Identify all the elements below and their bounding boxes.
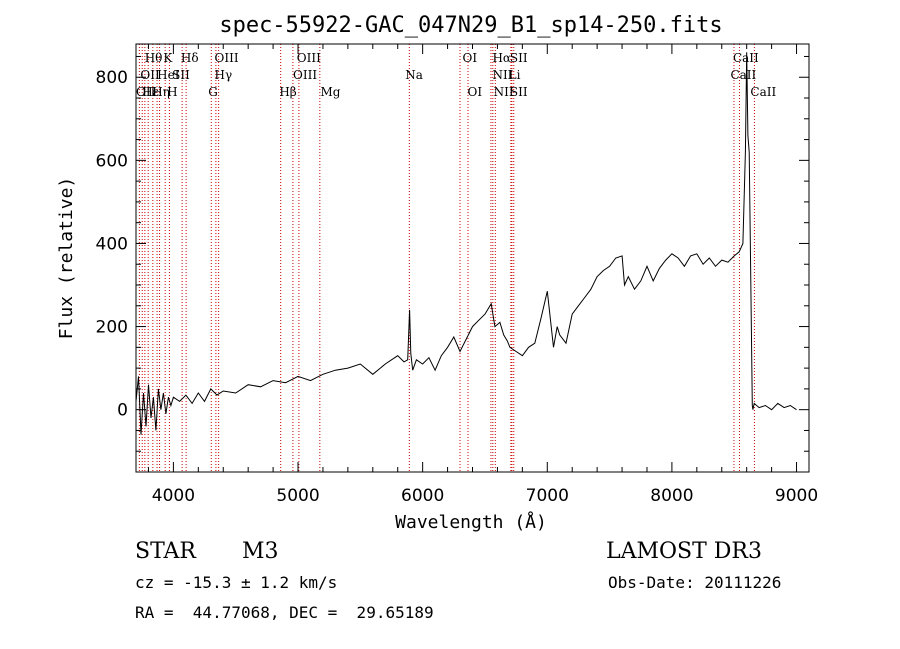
marker-label: Hβ	[279, 85, 296, 99]
x-tick-label: 8000	[650, 486, 693, 506]
coordinates: RA = 44.77068, DEC = 29.65189	[135, 603, 434, 622]
marker-label: Hα	[492, 51, 511, 65]
marker-label: K	[163, 51, 173, 65]
chart-title: spec-55922-GAC_047N29_B1_sp14-250.fits	[219, 13, 722, 38]
x-tick-label: 4000	[152, 486, 195, 506]
redshift-value: cz = -15.3 ± 1.2 km/s	[135, 573, 338, 592]
marker-label: Hη	[152, 85, 170, 99]
marker-label: NII	[494, 85, 514, 99]
marker-label: SII	[172, 68, 190, 82]
survey-name: LAMOST DR3	[606, 539, 762, 564]
x-tick-label: 5000	[276, 486, 319, 506]
marker-label: CaII	[733, 51, 759, 65]
marker-label: HeI	[157, 68, 180, 82]
y-axis-label: Flux (relative)	[56, 177, 77, 340]
marker-label: SII	[510, 85, 528, 99]
object-class: STAR	[135, 539, 196, 564]
y-tick-label: 200	[96, 318, 128, 338]
x-axis-label: Wavelength (Å)	[395, 511, 547, 533]
marker-label: Mg	[320, 85, 340, 99]
marker-label: OIII	[215, 51, 239, 65]
marker-label: OI	[468, 85, 483, 99]
y-tick-label: 800	[96, 68, 128, 88]
marker-label: Hγ	[215, 68, 233, 82]
marker-label: CaII	[750, 85, 776, 99]
marker-label: Na	[405, 68, 423, 82]
plot-frame	[135, 43, 810, 473]
marker-label: OII	[136, 85, 156, 99]
marker-label: Hε	[142, 85, 159, 99]
marker-label: OII	[140, 68, 160, 82]
spectrum-line	[135, 52, 797, 435]
marker-label: CaII	[730, 68, 756, 82]
marker-label: Li	[509, 68, 521, 82]
x-tick-label: 9000	[775, 486, 818, 506]
marker-label: Hδ	[181, 51, 199, 65]
marker-label: H	[167, 85, 177, 99]
marker-label: NII	[492, 68, 512, 82]
marker-label: G	[208, 85, 218, 99]
marker-label: SII	[510, 51, 528, 65]
y-tick-label: 0	[117, 401, 128, 421]
x-tick-label: 7000	[526, 486, 569, 506]
spectral-line-markers	[138, 44, 755, 472]
y-tick-label: 600	[96, 151, 128, 171]
obs-date: Obs-Date: 20111226	[608, 573, 782, 592]
marker-label: OI	[463, 51, 478, 65]
y-axis: 0 200 400 600 800	[96, 55, 809, 452]
marker-label: Hθ	[145, 51, 163, 65]
marker-label: OIII	[293, 68, 317, 82]
marker-label: OIII	[297, 51, 321, 65]
x-tick-label: 6000	[401, 486, 444, 506]
object-subclass: M3	[242, 539, 279, 564]
x-axis: 4000 5000 6000 7000 8000 9000	[147, 44, 818, 506]
y-tick-label: 400	[96, 234, 128, 254]
